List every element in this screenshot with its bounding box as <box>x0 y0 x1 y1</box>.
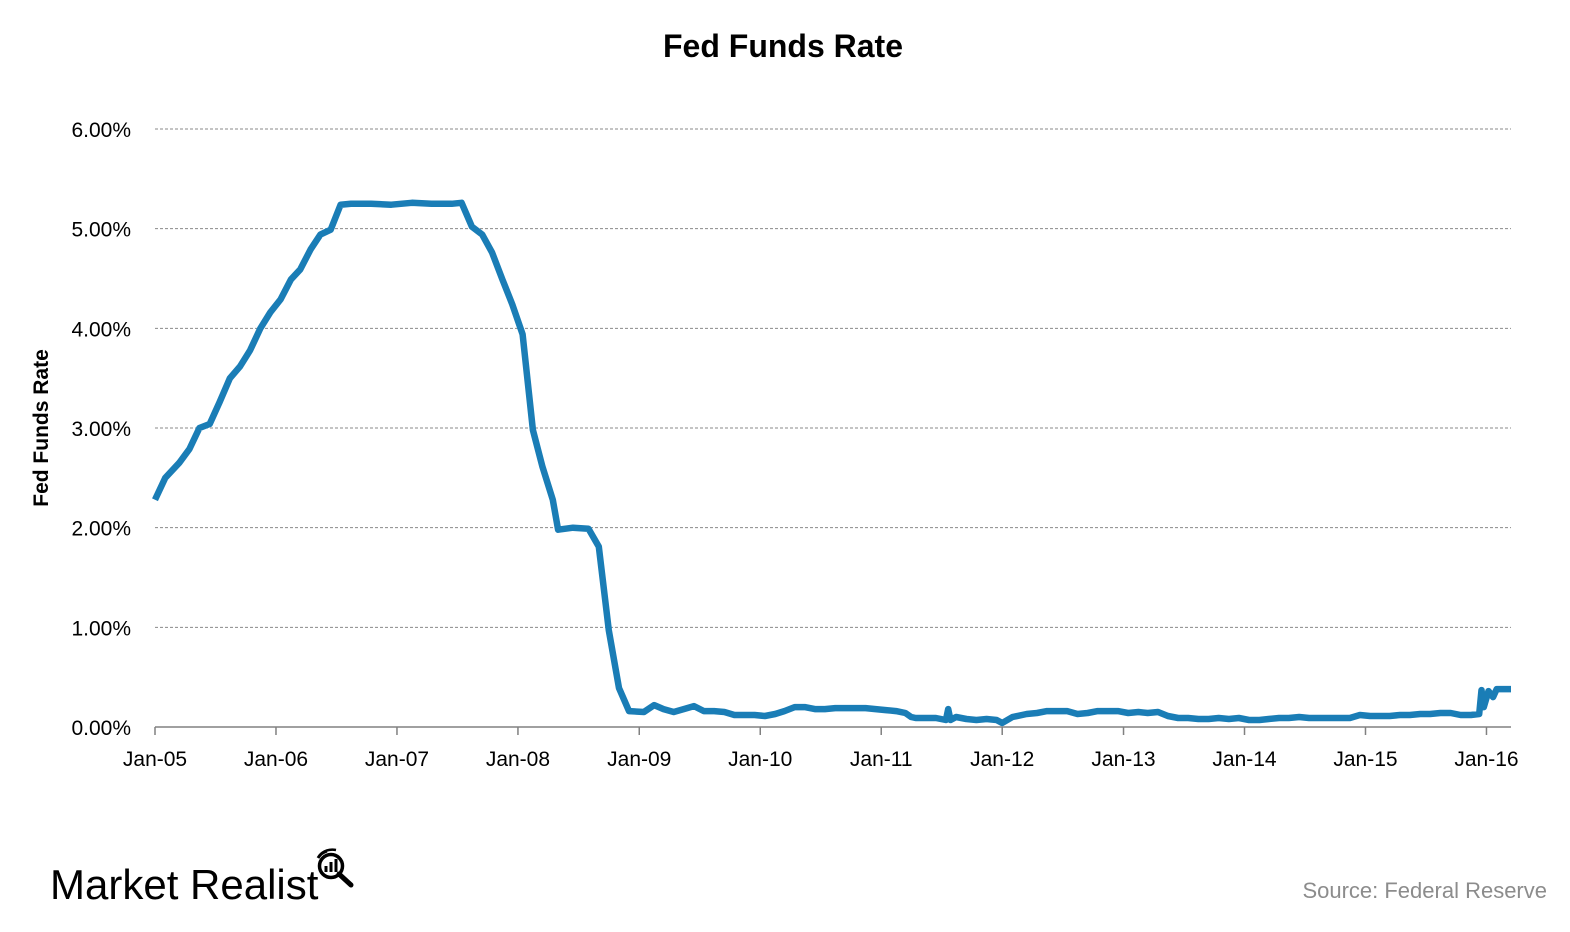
x-tick-label: Jan-09 <box>607 748 671 771</box>
x-tick-label: Jan-12 <box>970 748 1034 771</box>
x-tick-label: Jan-08 <box>486 748 550 771</box>
y-tick-label: 4.00% <box>71 318 131 341</box>
gridlines <box>155 128 1511 628</box>
y-tick-label: 2.00% <box>71 518 131 541</box>
x-tick-label: Jan-06 <box>244 748 308 771</box>
x-tick-label: Jan-05 <box>123 748 187 771</box>
x-tick-label: Jan-11 <box>850 748 913 771</box>
logo-wordmark: Market Realist <box>50 861 319 908</box>
x-axis: Jan-05 Jan-06 Jan-07 Jan-08 Jan-09 Jan-10 Jan-… <box>123 726 1519 771</box>
market-realist-logo: Market Realist <box>50 848 354 908</box>
x-tick-label: Jan-14 <box>1212 748 1277 771</box>
y-tick-label: 6.00% <box>71 119 131 142</box>
series-layer <box>152 199 1511 727</box>
y-tick-label: 0.00% <box>71 717 131 740</box>
y-tick-label: 3.00% <box>71 418 131 441</box>
magnifier-chart-icon <box>316 848 354 888</box>
x-tick-label: Jan-15 <box>1333 748 1397 771</box>
x-tick-label: Jan-16 <box>1454 748 1518 771</box>
x-tick-label: Jan-13 <box>1091 748 1155 771</box>
y-tick-label: 1.00% <box>71 617 131 640</box>
y-axis-label: Fed Funds Rate <box>30 349 53 507</box>
chart-title: Fed Funds Rate <box>663 28 903 64</box>
x-tick-label: Jan-07 <box>365 748 429 771</box>
y-axis-ticks: 0.00% 1.00% 2.00% 3.00% 4.00% 5.00% 6.00% <box>71 119 131 740</box>
y-tick-label: 5.00% <box>71 219 131 242</box>
source-note: Source: Federal Reserve <box>1302 878 1547 903</box>
x-tick-label: Jan-10 <box>728 748 792 771</box>
series-line <box>152 199 1511 727</box>
